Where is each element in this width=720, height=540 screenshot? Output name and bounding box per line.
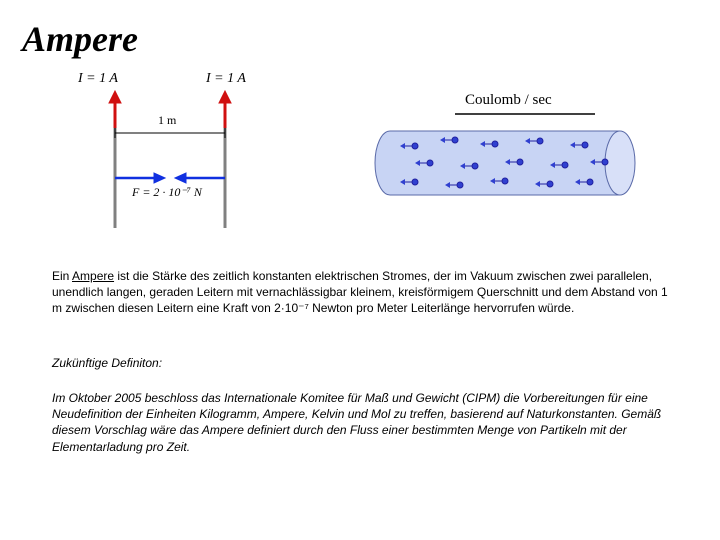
page-title: Ampere xyxy=(22,18,138,60)
current-arrow-left xyxy=(109,91,121,128)
force-arrow-left xyxy=(115,173,165,183)
current-arrow-right xyxy=(219,91,231,128)
definition-paragraph: Ein Ampere ist die Stärke des zeitlich k… xyxy=(52,268,670,317)
label-coulomb-sec: Coulomb / sec xyxy=(465,92,552,109)
def-term: Ampere xyxy=(72,269,114,283)
label-force: F = 2 · 10⁻⁷ N xyxy=(132,185,202,200)
slide: Ampere xyxy=(0,0,720,540)
label-I-left: I = 1 A xyxy=(78,71,118,87)
def-rest: ist die Stärke des zeitlich konstanten e… xyxy=(52,269,668,315)
figure-parallel-wires: I = 1 A I = 1 A 1 m F = 2 · 10⁻⁷ N xyxy=(50,73,295,233)
future-text: Im Oktober 2005 beschloss das Internatio… xyxy=(52,390,670,455)
cylinder-body xyxy=(375,131,635,195)
label-I-right: I = 1 A xyxy=(206,71,246,87)
force-arrow-right xyxy=(175,173,225,183)
wires-svg xyxy=(50,73,295,233)
figures-row: I = 1 A I = 1 A 1 m F = 2 · 10⁻⁷ N xyxy=(50,70,670,235)
figure-cylinder: Coulomb / sec xyxy=(335,88,655,218)
label-distance: 1 m xyxy=(158,113,176,128)
distance-marker xyxy=(115,128,225,138)
future-heading: Zukünftige Definiton: xyxy=(52,355,670,371)
def-lead: Ein xyxy=(52,269,72,283)
